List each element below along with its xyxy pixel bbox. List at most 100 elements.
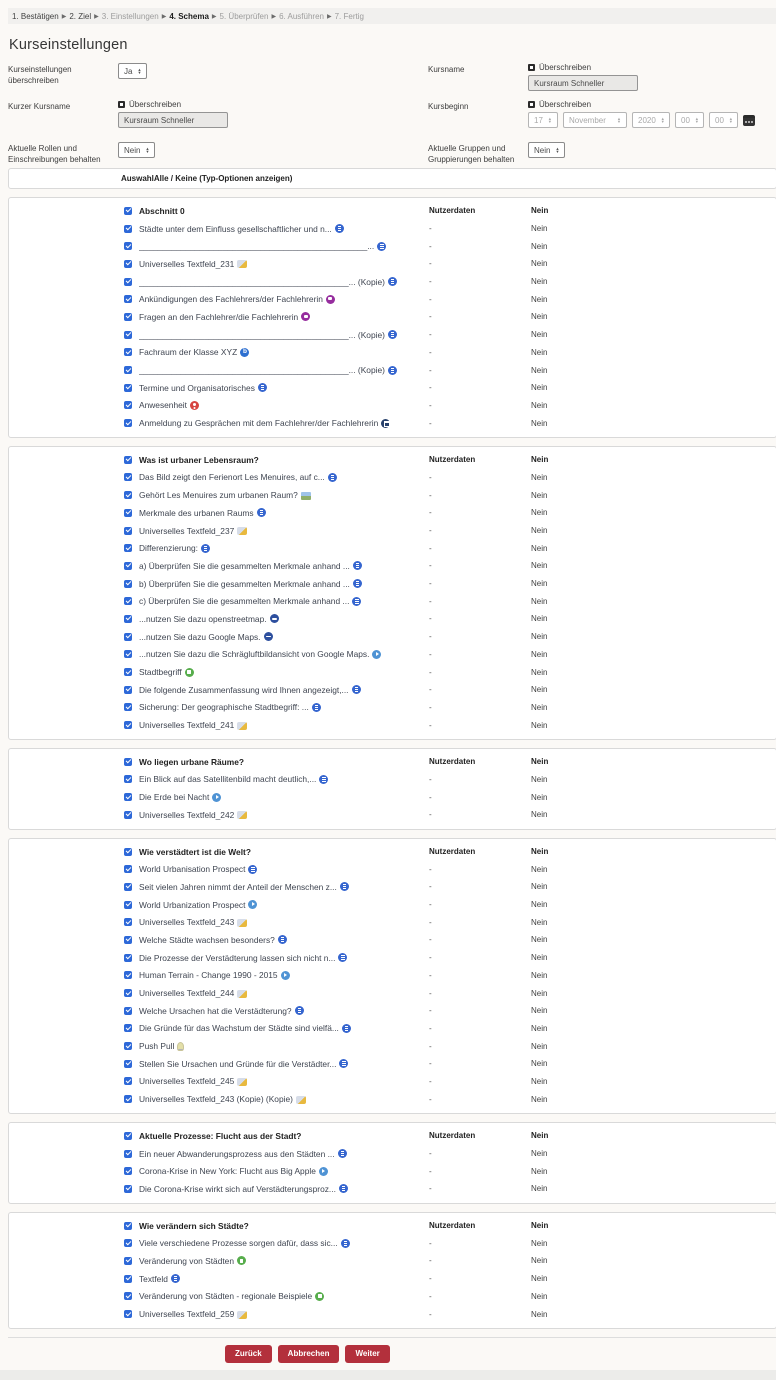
activity-checkbox[interactable] — [124, 401, 132, 410]
start-month-select[interactable]: November ▲ ▼ — [563, 112, 627, 128]
section-panel: Wo liegen urbane Räume? Nutzerdaten Nein… — [8, 747, 776, 830]
start-minute-select[interactable]: 00 ▲ ▼ — [709, 112, 738, 128]
activity-checkbox[interactable] — [124, 1256, 132, 1265]
activity-checkbox[interactable] — [124, 544, 132, 553]
activity-checkbox[interactable] — [124, 614, 132, 623]
calendar-icon[interactable] — [743, 114, 755, 126]
activity-checkbox[interactable] — [124, 810, 132, 819]
activity-checkbox[interactable] — [124, 865, 132, 874]
activity-checkbox[interactable] — [124, 882, 132, 891]
activity-checkbox[interactable] — [124, 579, 132, 588]
activity-checkbox[interactable] — [124, 971, 132, 980]
section-checkbox[interactable] — [124, 1221, 132, 1230]
activity-checkbox[interactable] — [124, 1042, 132, 1051]
activity-checkbox[interactable] — [124, 295, 132, 304]
breadcrumb-step[interactable]: 1. Bestätigen — [12, 11, 59, 21]
activity-checkbox[interactable] — [124, 1167, 132, 1176]
breadcrumb-separator-icon: ▶ — [94, 13, 99, 20]
activity-checkbox[interactable] — [124, 918, 132, 927]
section-checkbox[interactable] — [124, 847, 132, 856]
activity-checkbox[interactable] — [124, 775, 132, 784]
userdata-header-value: Nein — [531, 757, 549, 767]
section-checkbox[interactable] — [124, 455, 132, 464]
activity-userdata-value: Nein — [531, 882, 548, 892]
keep-roles-enrolments-select[interactable]: Nein ▲ ▼ — [118, 142, 156, 158]
activity-checkbox[interactable] — [124, 366, 132, 375]
overwrite-course-settings-select[interactable]: Ja ▲ ▼ — [118, 63, 148, 79]
activity-checkbox[interactable] — [124, 953, 132, 962]
activity-checkbox[interactable] — [124, 473, 132, 482]
start-year-select[interactable]: 2020 ▲ ▼ — [632, 112, 670, 128]
start-hour-select[interactable]: 00 ▲ ▼ — [675, 112, 704, 128]
back-button[interactable]: Zurück — [225, 1344, 272, 1363]
wizard-buttons: Zurück Abbrechen Weiter — [225, 1344, 776, 1363]
url-icon — [269, 614, 279, 624]
activity-checkbox[interactable] — [124, 1274, 132, 1283]
section-checkbox[interactable] — [124, 1131, 132, 1140]
activity-checkbox[interactable] — [124, 1024, 132, 1033]
activity-checkbox[interactable] — [124, 1292, 132, 1301]
section-checkbox[interactable] — [124, 206, 132, 215]
activity-label: Sicherung: Der geographische Stadtbegrif… — [139, 702, 429, 712]
short-course-name-input[interactable] — [118, 112, 228, 128]
activity-label: a) Überprüfen Sie die gesammelten Merkma… — [139, 561, 429, 571]
activity-checkbox[interactable] — [124, 508, 132, 517]
activity-checkbox[interactable] — [124, 348, 132, 357]
activity-checkbox[interactable] — [124, 793, 132, 802]
activity-checkbox[interactable] — [124, 224, 132, 233]
activity-checkbox[interactable] — [124, 561, 132, 570]
override-checkbox[interactable] — [528, 64, 535, 71]
activity-name: Push Pull — [139, 1041, 175, 1052]
activity-checkbox[interactable] — [124, 1059, 132, 1068]
activity-checkbox[interactable] — [124, 1006, 132, 1015]
cancel-button[interactable]: Abbrechen — [277, 1344, 340, 1363]
select-all-none-link[interactable]: Alle / Keine — [153, 174, 198, 183]
activity-checkbox[interactable] — [124, 1149, 132, 1158]
activity-checkbox[interactable] — [124, 526, 132, 535]
activity-checkbox[interactable] — [124, 685, 132, 694]
activity-label: ________________________________________… — [139, 241, 429, 251]
override-checkbox[interactable] — [528, 101, 535, 108]
activity-checkbox[interactable] — [124, 1184, 132, 1193]
activity-row: a) Überprüfen Sie die gesammelten Merkma… — [124, 557, 776, 575]
activity-checkbox[interactable] — [124, 312, 132, 321]
activity-checkbox[interactable] — [124, 900, 132, 909]
activity-label: Veränderung von Städten — [139, 1256, 429, 1266]
activity-checkbox[interactable] — [124, 419, 132, 428]
activity-checkbox[interactable] — [124, 383, 132, 392]
activity-checkbox[interactable] — [124, 259, 132, 268]
activity-checkbox[interactable] — [124, 242, 132, 251]
breadcrumb-step[interactable]: 2. Ziel — [69, 11, 92, 21]
activity-checkbox[interactable] — [124, 1077, 132, 1086]
activity-label: ...nutzen Sie dazu Google Maps. — [139, 632, 429, 642]
activity-checkbox[interactable] — [124, 491, 132, 500]
activity-checkbox[interactable] — [124, 277, 132, 286]
activity-checkbox[interactable] — [124, 703, 132, 712]
page-icon — [200, 543, 210, 553]
activity-name: Welche Ursachen hat die Verstädterung? — [139, 1005, 292, 1016]
activity-row: Sicherung: Der geographische Stadtbegrif… — [124, 699, 776, 717]
activity-userdata-value: Nein — [531, 1274, 548, 1284]
section-checkbox[interactable] — [124, 757, 132, 766]
activity-checkbox[interactable] — [124, 935, 132, 944]
activity-checkbox[interactable] — [124, 632, 132, 641]
activity-label: Merkmale des urbanen Raums — [139, 508, 429, 518]
next-button[interactable]: Weiter — [345, 1344, 390, 1363]
activity-checkbox[interactable] — [124, 668, 132, 677]
activity-checkbox[interactable] — [124, 721, 132, 730]
keep-groups-select[interactable]: Nein ▲ ▼ — [528, 142, 566, 158]
activity-label: World Urbanization Prospect — [139, 900, 429, 910]
activity-checkbox[interactable] — [124, 1310, 132, 1319]
course-name-input[interactable] — [528, 75, 638, 91]
activity-checkbox[interactable] — [124, 989, 132, 998]
type-options-link[interactable]: (Typ-Optionen anzeigen) — [197, 174, 293, 183]
override-checkbox[interactable] — [118, 101, 125, 108]
activity-checkbox[interactable] — [124, 330, 132, 339]
activity-name: Seit vielen Jahren nimmt der Anteil der … — [139, 881, 337, 892]
activity-checkbox[interactable] — [124, 1095, 132, 1104]
activity-checkbox[interactable] — [124, 650, 132, 659]
activity-checkbox[interactable] — [124, 597, 132, 606]
activity-row: World Urbanisation Prospect - Nein — [124, 860, 776, 878]
activity-checkbox[interactable] — [124, 1239, 132, 1248]
start-day-select[interactable]: 17 ▲ ▼ — [528, 112, 558, 128]
